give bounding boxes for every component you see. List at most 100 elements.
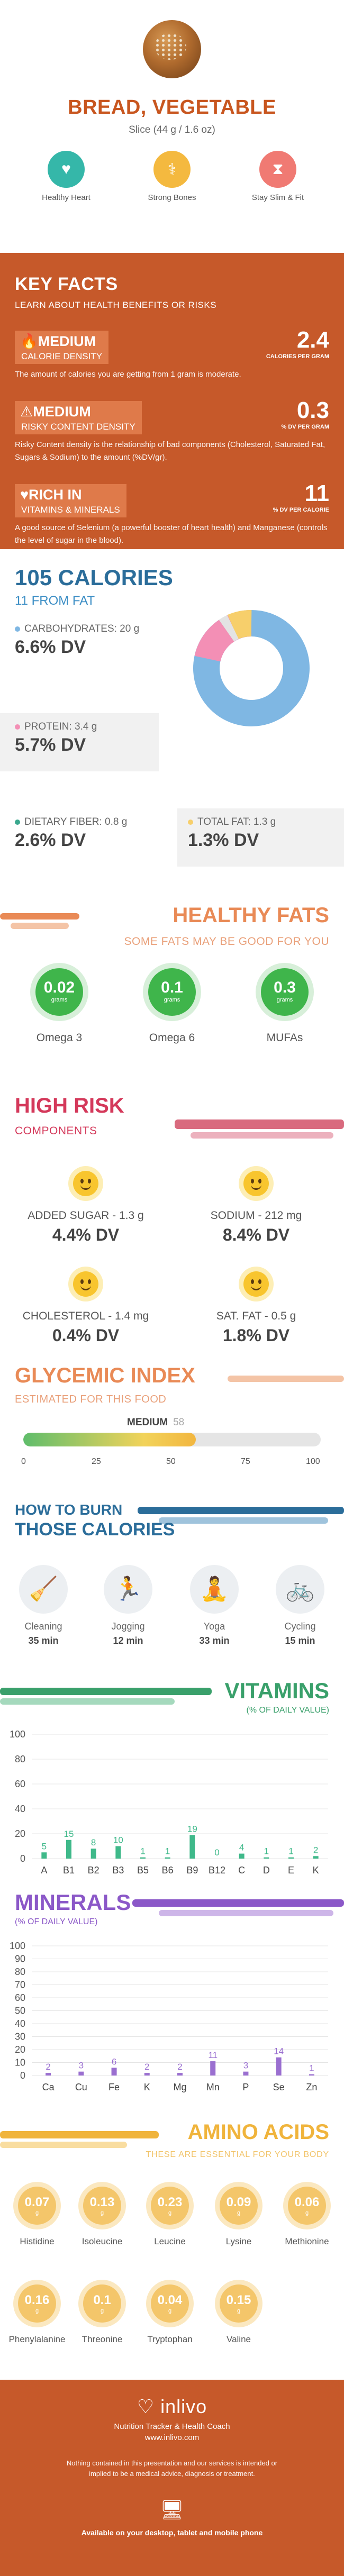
bread-image bbox=[143, 20, 201, 78]
glycemic-index-section: GLYCEMIC INDEX ESTIMATED FOR THIS FOOD M… bbox=[0, 1348, 344, 1491]
activity-jogging: 🏃 Jogging 12 min bbox=[91, 1565, 165, 1646]
waist-icon: ⧗ bbox=[259, 151, 296, 188]
x-tick-label: Se bbox=[273, 2082, 285, 2092]
vitamins-chart: 0 20 40 60 80 100 5 A 15 B1 8 B2 10 B3 1 B5 1 B6 19 B9 0 B12 4… bbox=[10, 1729, 328, 1876]
risk-label: SODIUM - 212 mg bbox=[210, 1209, 302, 1222]
nutrient-fiber: DIETARY FIBER: 0.8 g 2.6% DV bbox=[15, 816, 127, 851]
decor-stripe bbox=[138, 1507, 344, 1514]
y-tick-label: 60 bbox=[15, 1779, 25, 1789]
amino-name: Methionine bbox=[285, 2236, 329, 2246]
donut-other bbox=[219, 615, 239, 642]
bar-value-label: 3 bbox=[243, 2061, 248, 2071]
amino-unit: g bbox=[100, 2210, 104, 2216]
x-tick-label: B12 bbox=[209, 1865, 225, 1876]
bar-value-label: 6 bbox=[112, 2056, 116, 2067]
y-tick-label: 50 bbox=[15, 2006, 25, 2016]
decor-stripe bbox=[0, 1688, 212, 1695]
activity-time: 15 min bbox=[285, 1635, 315, 1646]
amino-value: 0.16 bbox=[24, 2293, 50, 2307]
x-tick-label: Ca bbox=[42, 2082, 55, 2092]
bar bbox=[239, 1853, 245, 1859]
minerals-title: MINERALS bbox=[15, 1890, 131, 1915]
fat-circle-omega6: 0.1 grams bbox=[148, 968, 196, 1016]
activity-name: Jogging bbox=[111, 1621, 145, 1632]
benefit-strong-bones: ⚕ Strong Bones bbox=[138, 151, 206, 203]
vitamins-title: VITAMINS bbox=[224, 1678, 329, 1703]
x-tick-label: K bbox=[144, 2082, 150, 2092]
minerals-subtitle: (% OF DAILY VALUE) bbox=[15, 1917, 98, 1926]
amino-subtitle: THESE ARE ESSENTIAL FOR YOUR BODY bbox=[146, 2150, 329, 2159]
smiley-icon bbox=[73, 1171, 98, 1196]
carbs-dot bbox=[15, 626, 20, 632]
amino-acid-item: 0.09 g Lysine bbox=[204, 2187, 273, 2247]
brand-tagline: Nutrition Tracker & Health Coach bbox=[114, 2422, 230, 2431]
nutrient-label: TOTAL FAT: 1.3 g bbox=[197, 816, 276, 827]
key-fact-value: 2.4 CALORIES PER GRAM bbox=[266, 329, 329, 360]
key-fact-name: VITAMINS & MINERALS bbox=[21, 504, 120, 515]
glycemic-title: GLYCEMIC INDEX bbox=[15, 1364, 195, 1387]
amino-name: Valine bbox=[227, 2334, 251, 2344]
amino-unit: g bbox=[237, 2210, 241, 2216]
glycemic-tick: 100 bbox=[306, 1457, 320, 1466]
key-fact-tag: 🔥MEDIUM CALORIE DENSITY bbox=[15, 331, 109, 364]
bone-icon: ⚕ bbox=[153, 151, 191, 188]
glycemic-bar-fill bbox=[23, 1433, 196, 1446]
y-tick-label: 40 bbox=[15, 1804, 25, 1814]
bar-value-label: 11 bbox=[208, 2050, 218, 2060]
header-section: BREAD, VEGETABLE Slice (44 g / 1.6 oz) ♥… bbox=[0, 20, 344, 253]
amino-acid-item: 0.15 g Valine bbox=[204, 2284, 273, 2345]
fat-value: 0.1 bbox=[161, 979, 183, 996]
amino-acids-section: AMINO ACIDS THESE ARE ESSENTIAL FOR YOUR… bbox=[0, 2105, 344, 2380]
amino-value: 0.13 bbox=[89, 2195, 115, 2209]
key-fact-unit: % DV PER GRAM bbox=[281, 424, 329, 430]
glycemic-bar bbox=[23, 1433, 321, 1446]
high-risk-title: HIGH RISK bbox=[15, 1094, 124, 1117]
amino-acid-item: 0.13 g Isoleucine bbox=[68, 2187, 137, 2247]
key-fact-number: 0.3 bbox=[296, 397, 329, 423]
brand-url[interactable]: www.inlivo.com bbox=[144, 2433, 200, 2442]
warning-icon: ⚠ bbox=[20, 404, 33, 420]
nutrient-value: 2.6% DV bbox=[15, 830, 86, 850]
fat-value: 0.02 bbox=[43, 979, 75, 996]
minerals-chart: 0 10 20 30 40 50 60 70 80 90 100 2 Ca 3 Cu 6 Fe 2 K 2 Mg 11 Mn… bbox=[10, 1941, 328, 2092]
activity-cycling: 🚲 Cycling 15 min bbox=[263, 1565, 337, 1646]
x-tick-label: D bbox=[263, 1865, 270, 1876]
bar bbox=[66, 1840, 71, 1859]
flame-icon: 🔥 bbox=[20, 333, 38, 349]
amino-unit: g bbox=[100, 2308, 104, 2314]
decor-stripe bbox=[0, 2142, 127, 2148]
decor-stripe bbox=[228, 1376, 344, 1382]
heart-icon: ♥ bbox=[48, 151, 85, 188]
benefits-row: ♥ Healthy Heart ⚕ Strong Bones ⧗ Stay Sl… bbox=[32, 151, 312, 203]
amino-circle: 0.16 g bbox=[18, 2284, 56, 2323]
bar bbox=[276, 2057, 282, 2076]
x-tick-label: K bbox=[313, 1865, 319, 1876]
yoga-icon: 🧘 bbox=[190, 1565, 239, 1614]
key-fact-vitamins-minerals: ♥RICH IN VITAMINS & MINERALS 11 % DV PER… bbox=[15, 482, 329, 547]
amino-unit: g bbox=[35, 2210, 39, 2216]
fat-name: MUFAs bbox=[266, 1032, 303, 1044]
fat-name: Omega 3 bbox=[36, 1032, 83, 1044]
smiley-icon bbox=[243, 1171, 269, 1196]
amino-name: Phenylalanine bbox=[8, 2334, 66, 2344]
amino-acid-item: 0.23 g Leucine bbox=[135, 2187, 204, 2247]
key-fact-unit: CALORIES PER GRAM bbox=[266, 353, 329, 360]
fat-circle-omega3: 0.02 grams bbox=[35, 968, 83, 1016]
amino-acid-item: 0.06 g Methionine bbox=[273, 2187, 341, 2247]
burn-calories-section: HOW TO BURN THOSE CALORIES 🧹 Cleaning 35… bbox=[0, 1491, 344, 1676]
amino-value: 0.06 bbox=[294, 2195, 320, 2209]
macronutrient-donut bbox=[193, 610, 310, 726]
cleaning-icon: 🧹 bbox=[19, 1565, 68, 1614]
amino-circle: 0.06 g bbox=[288, 2187, 326, 2225]
minerals-section: MINERALS (% OF DAILY VALUE) 0 10 20 30 40 50 6… bbox=[0, 1888, 344, 2105]
activity-name: Cleaning bbox=[24, 1621, 62, 1632]
bar bbox=[309, 2074, 314, 2076]
decor-stripe bbox=[11, 923, 69, 929]
amino-name: Histidine bbox=[20, 2236, 55, 2246]
brand-name: inlivo bbox=[160, 2396, 207, 2417]
healthy-fats-title: HEALTHY FATS bbox=[173, 904, 329, 927]
protein-dot bbox=[15, 724, 20, 730]
bar bbox=[264, 1857, 269, 1859]
burn-title-2: THOSE CALORIES bbox=[15, 1519, 175, 1540]
bar bbox=[78, 2071, 84, 2076]
